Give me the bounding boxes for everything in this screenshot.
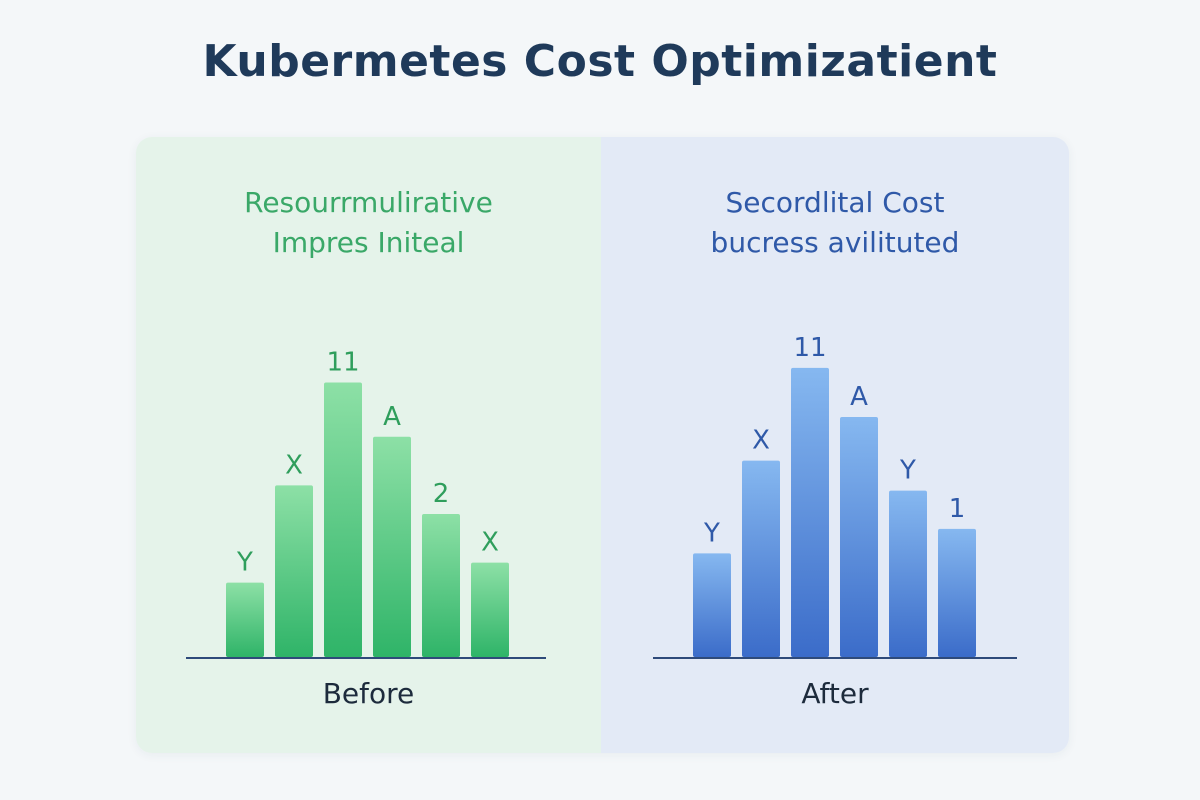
before-bar-label-5: 2 (433, 479, 450, 509)
comparison-card: Resourrmulirative Impres Initeal Y X 11 A 2 X… (136, 137, 1069, 753)
before-chart-title: Resourrmulirative Impres Initeal (136, 183, 601, 263)
after-bar-6 (938, 528, 976, 657)
before-chart-title-line-1: Resourrmulirative (244, 186, 493, 219)
after-bar-label-2: X (752, 426, 770, 456)
before-bar-label-1: Y (236, 548, 253, 578)
before-caption: Before (322, 677, 415, 710)
before-bar-4 (373, 436, 411, 657)
after-caption: After (801, 677, 869, 710)
before-bar-label-3: 11 (326, 347, 359, 377)
after-bar-2 (742, 460, 780, 657)
after-bar-1 (693, 553, 731, 657)
before-chart-title-line-2: Impres Initeal (272, 226, 465, 259)
after-panel: Secordlital Cost bucress avilituted Y X 11… (601, 137, 1069, 753)
before-bar-5 (422, 514, 460, 657)
before-bar-1 (226, 582, 264, 657)
after-bar-label-1: Y (703, 518, 720, 548)
after-bar-label-3: 11 (793, 333, 826, 363)
after-chart-title-line-2: bucress avilituted (710, 226, 960, 259)
after-bar-chart: Y X 11 A Y 1 (653, 333, 1017, 659)
before-bar-label-2: X (285, 450, 303, 480)
before-panel: Resourrmulirative Impres Initeal Y X 11 A 2 X… (136, 137, 601, 753)
after-bar-3 (791, 367, 829, 657)
page-title: Kubermetes Cost Optimizatient (202, 36, 998, 87)
after-chart-title-line-1: Secordlital Cost (725, 186, 945, 219)
before-bar-chart: Y X 11 A 2 X (186, 347, 546, 659)
before-bar-6 (471, 562, 509, 657)
before-bar-2 (275, 485, 313, 657)
before-bar-label-6: X (481, 528, 499, 558)
after-bar-5 (889, 490, 927, 657)
before-bar-3 (324, 382, 362, 657)
after-bar-label-6: 1 (949, 494, 966, 524)
after-chart-title: Secordlital Cost bucress avilituted (601, 183, 1069, 263)
after-bar-label-4: A (850, 382, 868, 412)
after-bar-4 (840, 417, 878, 657)
before-bar-label-4: A (383, 402, 401, 432)
after-bar-label-5: Y (899, 456, 916, 486)
